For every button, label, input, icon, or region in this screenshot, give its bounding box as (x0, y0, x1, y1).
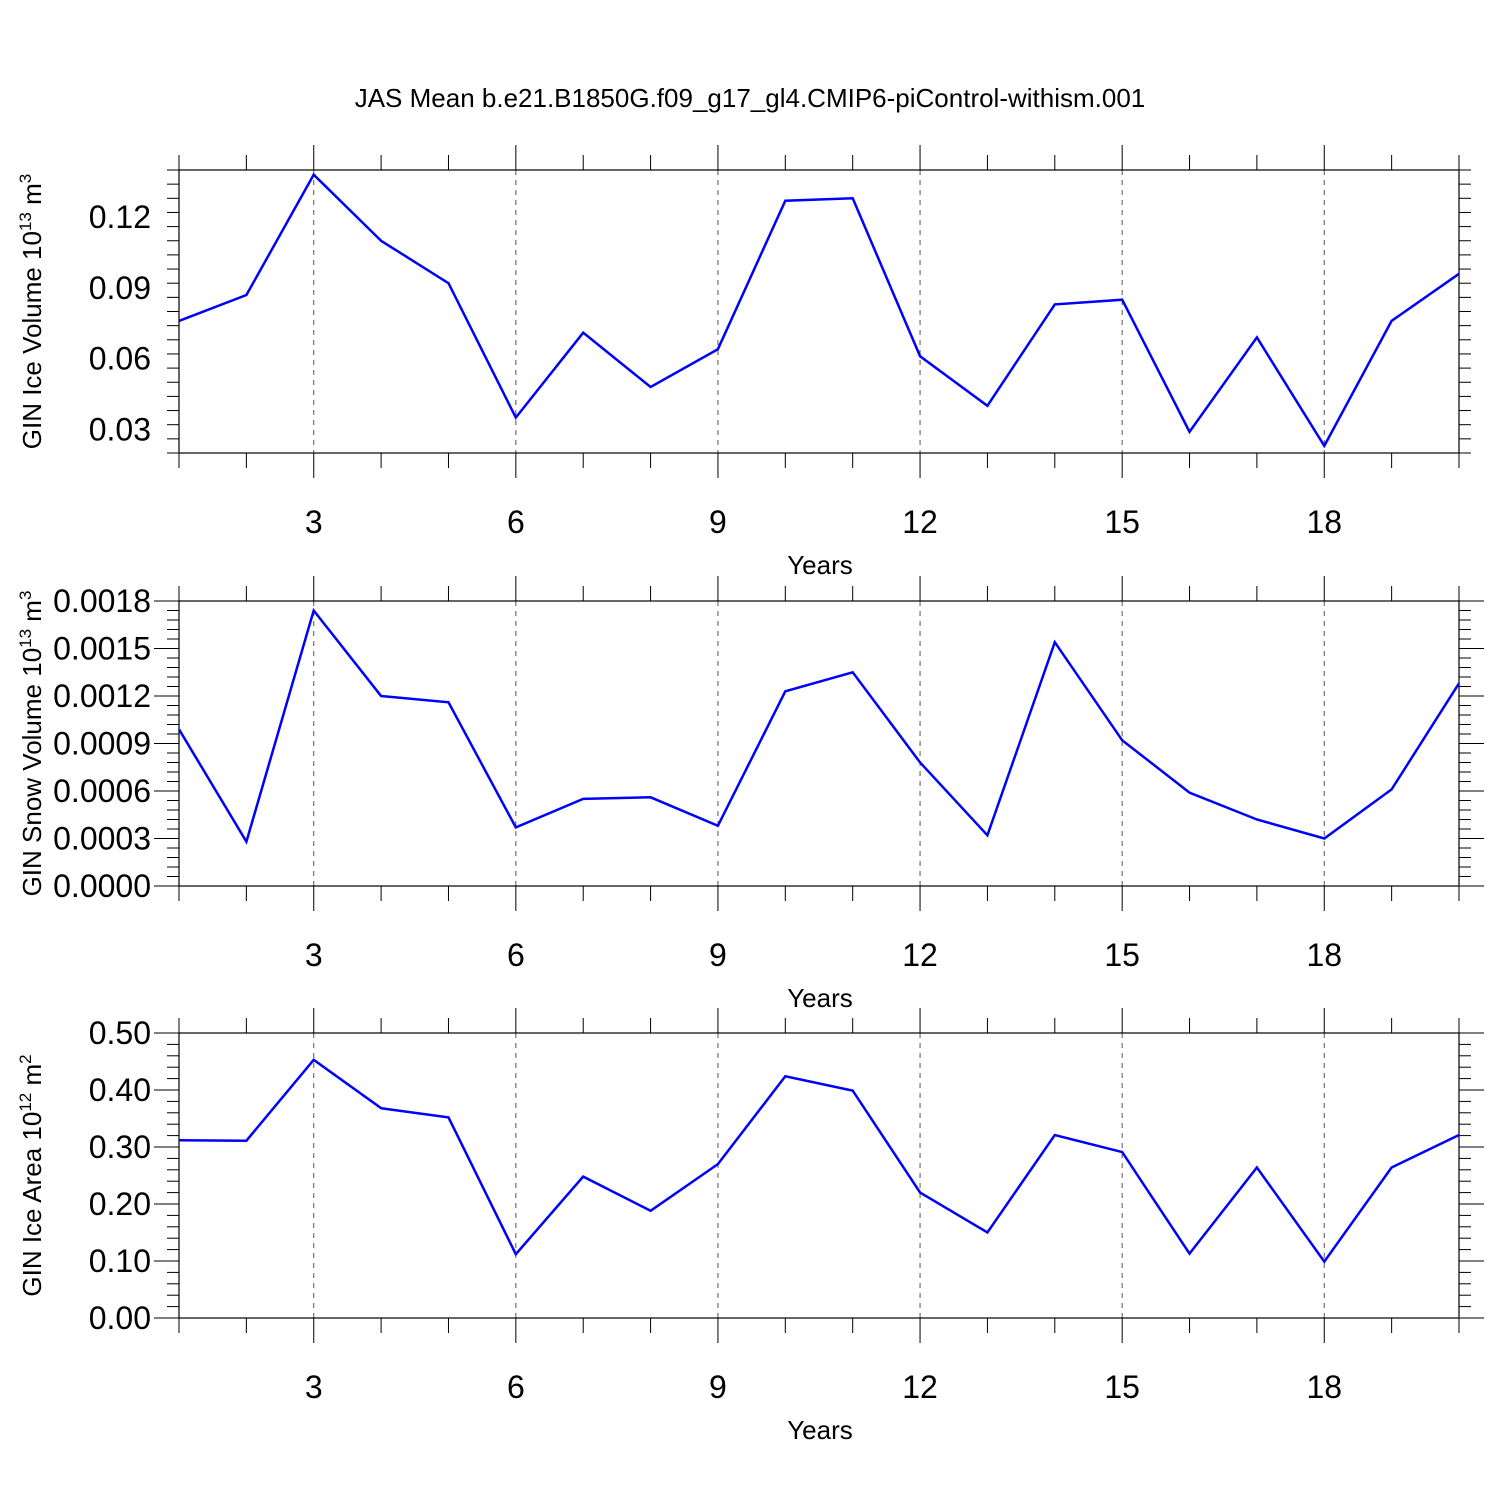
x-tick-label: 3 (305, 937, 323, 973)
y-tick-label: 0.10 (89, 1243, 151, 1279)
x-tick-label: 12 (902, 1369, 938, 1405)
plot-frame (178, 169, 1460, 454)
y-axis-label: GIN Snow Volume 1013 m3 (16, 591, 47, 897)
x-axis-label: Years (787, 1415, 853, 1445)
y-tick-label: 0.06 (89, 341, 151, 377)
y-tick-label: 0.00 (89, 1300, 151, 1336)
plot-frame (178, 600, 1460, 887)
plot-frame (178, 1032, 1460, 1319)
y-tick-label: 0.0000 (53, 868, 151, 904)
y-tick-label: 0.0006 (53, 773, 151, 809)
y-tick-label: 0.0003 (53, 821, 151, 857)
x-tick-label: 6 (507, 937, 525, 973)
x-axis-label: Years (787, 550, 853, 580)
y-tick-label: 0.40 (89, 1072, 151, 1108)
x-tick-label: 18 (1306, 1369, 1342, 1405)
y-tick-label: 0.12 (89, 199, 151, 235)
x-tick-label: 12 (902, 937, 938, 973)
y-axis-label: GIN Ice Volume 1013 m3 (16, 174, 47, 450)
x-axis-label: Years (787, 983, 853, 1013)
x-tick-label: 3 (305, 504, 323, 540)
x-tick-label: 3 (305, 1369, 323, 1405)
x-tick-label: 18 (1306, 937, 1342, 973)
x-tick-label: 15 (1104, 504, 1140, 540)
x-tick-label: 15 (1104, 937, 1140, 973)
y-tick-label: 0.09 (89, 270, 151, 306)
y-tick-label: 0.20 (89, 1186, 151, 1222)
x-tick-label: 9 (709, 504, 727, 540)
y-tick-label: 0.30 (89, 1129, 151, 1165)
x-tick-label: 18 (1306, 504, 1342, 540)
y-tick-label: 0.03 (89, 411, 151, 447)
y-tick-label: 0.0015 (53, 631, 151, 667)
chart-panel-2: 3 6 9 12 15 18 0.0000 0.0003 0.0006 0.0009 0.0012 0… (16, 576, 1484, 1013)
series-line (178, 1058, 1460, 1264)
y-tick-label: 0.0009 (53, 726, 151, 762)
x-tick-label: 9 (709, 1369, 727, 1405)
y-tick-label: 0.0012 (53, 678, 151, 714)
x-tick-label: 6 (507, 1369, 525, 1405)
chart-panel-3: 3 6 9 12 15 18 0.00 0.10 0.20 0.30 0.40 0.50 Years GI… (16, 1008, 1484, 1445)
x-tick-label: 12 (902, 504, 938, 540)
y-axis-label: GIN Ice Area 1012 m2 (16, 1054, 47, 1296)
x-tick-label: 15 (1104, 1369, 1140, 1405)
series-line (178, 172, 1460, 449)
chart-title: JAS Mean b.e21.B1850G.f09_g17_gl4.CMIP6-… (355, 83, 1146, 113)
series-line (177, 607, 1461, 845)
y-tick-label: 0.50 (89, 1015, 151, 1051)
x-tick-label: 9 (709, 937, 727, 973)
chart-panel-1: 3 6 9 12 15 18 0.03 0.06 0.09 0.12 Years GIN Ice Vo… (16, 145, 1471, 580)
y-tick-label: 0.0018 (53, 583, 151, 619)
x-tick-label: 6 (507, 504, 525, 540)
